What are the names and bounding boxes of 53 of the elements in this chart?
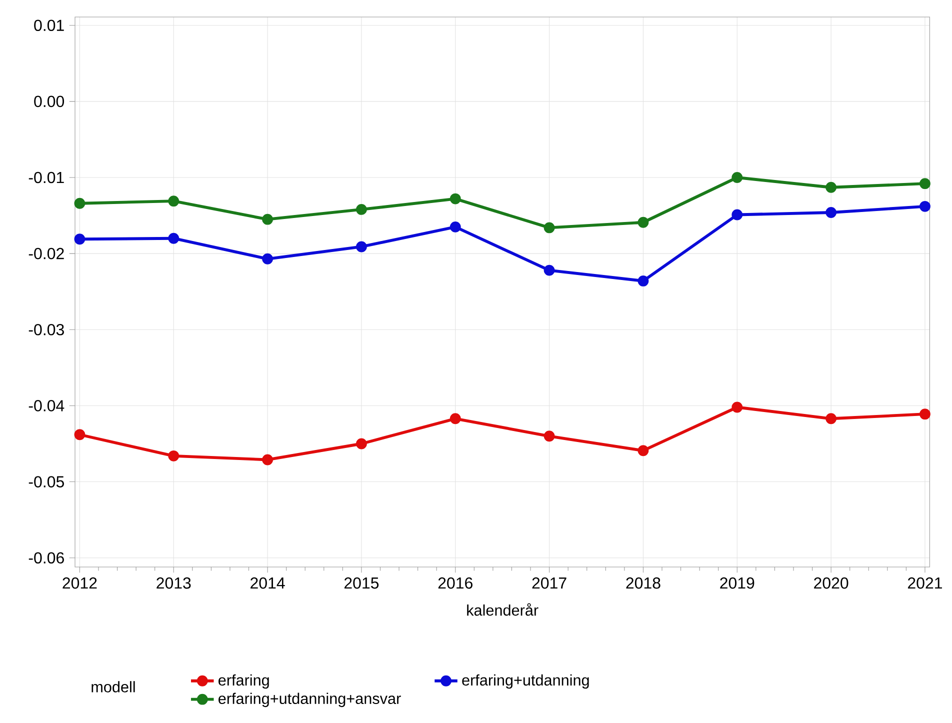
- legend-label: erfaring+utdanning: [462, 674, 589, 689]
- legend-title: modell: [92, 681, 135, 692]
- y-tick-label: -0.01: [28, 172, 64, 184]
- point: [262, 214, 274, 225]
- x-tick-label: 2015: [344, 577, 379, 589]
- y-tick-label: 0.00: [34, 96, 64, 108]
- point: [356, 438, 367, 450]
- point: [356, 204, 367, 215]
- point: [168, 232, 180, 244]
- point: [826, 413, 837, 424]
- point: [356, 241, 367, 252]
- x-tick-label: 2013: [156, 577, 191, 589]
- point: [544, 264, 555, 276]
- x-tick-label: 2021: [908, 577, 942, 589]
- point: [732, 402, 743, 413]
- point: [638, 216, 649, 228]
- y-tick-label: -0.05: [28, 476, 64, 488]
- point: [168, 450, 180, 462]
- y-tick-label: 0.01: [34, 20, 64, 32]
- y-tick-label: -0.04: [28, 400, 64, 412]
- y-tick-label: -0.06: [28, 552, 64, 564]
- point: [920, 178, 930, 190]
- legend-label: erfaring: [218, 674, 269, 689]
- x-tick-label: 2014: [250, 577, 285, 589]
- point: [262, 253, 274, 264]
- point: [168, 196, 180, 207]
- point: [450, 221, 461, 232]
- point: [450, 193, 461, 204]
- point: [544, 222, 555, 234]
- point: [826, 182, 837, 193]
- x-axis-title: kalenderår: [467, 603, 538, 616]
- x-tick-label: 2018: [626, 577, 660, 589]
- point: [920, 408, 930, 420]
- point: [826, 207, 837, 218]
- point: [732, 209, 743, 220]
- point: [638, 275, 649, 286]
- legend-label: erfaring+utdanning+ansvar: [218, 692, 401, 708]
- point: [544, 430, 555, 442]
- point: [74, 198, 86, 209]
- x-tick-label: 2020: [814, 577, 848, 589]
- y-tick-label: -0.02: [28, 248, 64, 260]
- x-tick-label: 2012: [62, 577, 97, 589]
- y-tick-label: -0.03: [28, 324, 64, 336]
- point: [74, 234, 86, 245]
- x-tick-label: 2016: [438, 577, 472, 589]
- point: [920, 200, 930, 212]
- point: [732, 172, 743, 183]
- x-tick-label: 2017: [532, 577, 566, 589]
- x-tick-label: 2019: [720, 577, 754, 589]
- point: [262, 454, 274, 466]
- point: [450, 413, 461, 424]
- point: [74, 429, 86, 440]
- point: [638, 445, 649, 456]
